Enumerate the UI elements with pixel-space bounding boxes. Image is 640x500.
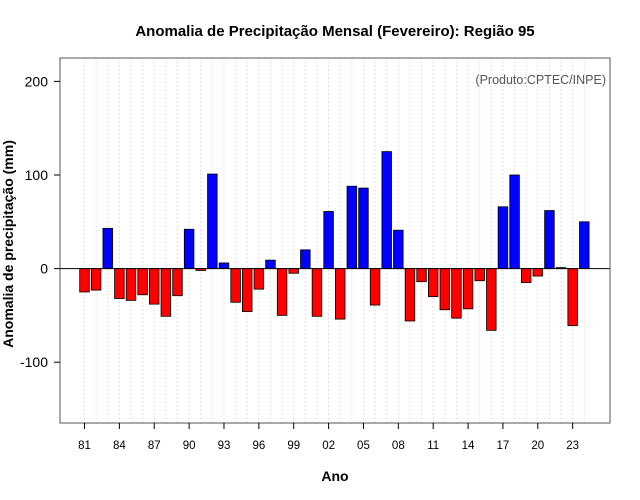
bar-84: [114, 268, 125, 299]
x-tick-label: 96: [252, 440, 265, 452]
chart-title: Anomalia de Precipitação Mensal (Feverei…: [135, 23, 534, 40]
bar-20: [532, 268, 544, 277]
bar-94: [230, 268, 241, 303]
x-tick-label: 84: [113, 440, 126, 452]
bar-03: [335, 268, 346, 320]
bar-02: [323, 211, 334, 269]
bar-85: [125, 268, 137, 301]
x-tick-label: 93: [218, 440, 231, 452]
bar-82: [90, 268, 102, 291]
x-axis-label: Ano: [321, 468, 348, 484]
bar-18: [509, 174, 520, 269]
bar-23: [567, 268, 578, 327]
x-tick-label: 90: [183, 440, 196, 452]
bar-09: [404, 268, 416, 322]
x-tick-label: 05: [357, 440, 370, 452]
bar-99: [288, 268, 299, 274]
bar-13: [451, 268, 462, 319]
y-tick-label: 0: [40, 261, 48, 277]
x-tick-label: 20: [531, 440, 544, 452]
bar-10: [416, 268, 427, 283]
x-tick-label: 87: [148, 440, 161, 452]
x-tick-label: 81: [78, 440, 91, 452]
x-tick-label: 99: [287, 440, 300, 452]
bar-06: [369, 268, 381, 306]
plot-frame: [59, 57, 611, 424]
y-tick-label: 100: [25, 167, 49, 183]
bar-00: [300, 249, 311, 269]
bar-05: [358, 187, 369, 269]
y-tick-label: -100: [20, 354, 48, 370]
y-tick-label: 200: [25, 73, 49, 89]
bars: [79, 151, 590, 331]
y-axis: -100 0 100 200: [20, 73, 60, 370]
bar-16: [486, 268, 497, 331]
bar-07: [381, 151, 392, 269]
bar-88: [160, 268, 172, 317]
bar-81: [79, 268, 90, 293]
bar-08: [393, 229, 404, 269]
bar-14: [462, 268, 474, 310]
bar-95: [242, 268, 253, 313]
y-axis-label: Anomalia de precipitação (mm): [0, 140, 16, 348]
x-tick-label: 17: [497, 440, 510, 452]
bar-83: [102, 227, 113, 269]
bar-11: [427, 268, 439, 298]
bar-19: [520, 268, 532, 284]
bar-97: [265, 259, 276, 269]
bar-90: [183, 228, 195, 269]
x-axis: 81 84 87 90 93 96 99 02 05 08 11 14 17 20 23: [78, 423, 579, 452]
bar-21: [544, 210, 555, 269]
x-tick-label: 11: [427, 440, 439, 452]
bar-15: [474, 268, 485, 282]
bar-93: [218, 262, 230, 269]
bar-87: [149, 268, 160, 305]
bar-04: [346, 185, 358, 269]
x-tick-label: 14: [462, 440, 475, 452]
bar-01: [311, 268, 323, 317]
x-tick-label: 02: [322, 440, 335, 452]
bar-98: [276, 268, 288, 316]
bar-12: [439, 268, 451, 311]
x-gridlines: [84, 58, 585, 423]
bar-17: [497, 206, 509, 269]
bar-86: [137, 268, 148, 296]
bar-24: [579, 221, 590, 269]
x-tick-label: 08: [392, 440, 405, 452]
bar-89: [172, 268, 183, 297]
x-tick-label: 23: [566, 440, 579, 452]
bar-92: [207, 173, 218, 269]
credit-text: (Produto:CPTEC/INPE): [475, 73, 606, 87]
bar-96: [253, 268, 265, 290]
